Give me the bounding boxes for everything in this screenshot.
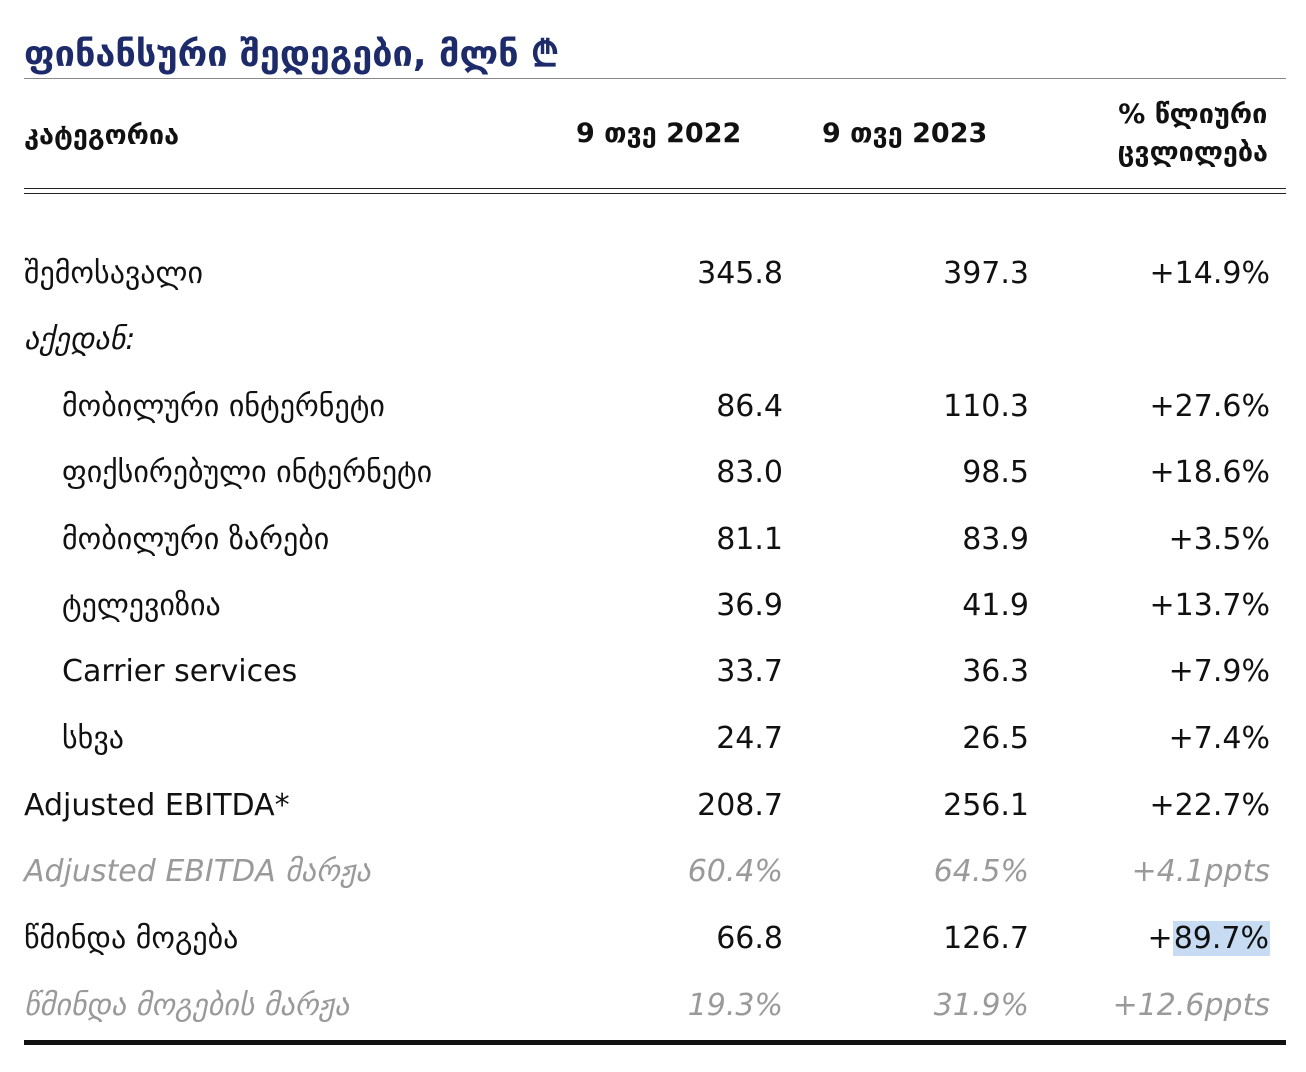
table-row-net-profit: წმინდა მოგება 66.8 126.7 +89.7% bbox=[24, 921, 1286, 977]
cell-change: +22.7% bbox=[1149, 788, 1270, 823]
header-yoy-change: % წლიური ცვლილება bbox=[1118, 96, 1268, 172]
cell-2022: 19.3% bbox=[687, 988, 783, 1023]
cell-change: +14.9% bbox=[1149, 256, 1270, 291]
cell-change: +4.1ppts bbox=[1131, 854, 1270, 889]
cell-2022: 33.7 bbox=[716, 654, 783, 689]
cell-change: +27.6% bbox=[1149, 389, 1270, 424]
cell-change: +18.6% bbox=[1149, 455, 1270, 490]
row-label: წმინდა მოგების მარჟა bbox=[24, 988, 350, 1023]
cell-2023: 31.9% bbox=[933, 988, 1029, 1023]
cell-2022: 36.9 bbox=[716, 588, 783, 623]
cell-2023: 126.7 bbox=[943, 921, 1029, 956]
row-label: აქედან: bbox=[24, 322, 136, 357]
table-row-other: სხვა 24.7 26.5 +7.4% bbox=[24, 721, 1286, 777]
cell-2023: 26.5 bbox=[962, 721, 1029, 756]
cell-2023: 36.3 bbox=[962, 654, 1029, 689]
header-yoy-line1: % წლიური bbox=[1118, 99, 1268, 130]
table-row-revenue: შემოსავალი 345.8 397.3 +14.9% bbox=[24, 256, 1286, 312]
table-row-adjusted-ebitda: Adjusted EBITDA* 208.7 256.1 +22.7% bbox=[24, 788, 1286, 844]
selected-text[interactable]: 89.7% bbox=[1172, 921, 1270, 956]
cell-2022: 83.0 bbox=[716, 455, 783, 490]
header-divider-top bbox=[24, 188, 1286, 189]
cell-2023: 256.1 bbox=[943, 788, 1029, 823]
row-label: მობილური ზარები bbox=[62, 522, 330, 557]
cell-2022: 24.7 bbox=[716, 721, 783, 756]
change-sign: + bbox=[1147, 921, 1173, 956]
row-label: Carrier services bbox=[62, 654, 298, 689]
row-label: ტელევიზია bbox=[62, 588, 221, 623]
table-row-net-margin: წმინდა მოგების მარჟა 19.3% 31.9% +12.6pp… bbox=[24, 988, 1286, 1044]
header-divider-bottom bbox=[24, 193, 1286, 194]
cell-2023: 83.9 bbox=[962, 522, 1029, 557]
cell-2022: 86.4 bbox=[716, 389, 783, 424]
table-bottom-border bbox=[24, 1040, 1286, 1045]
header-category: კატეგორია bbox=[24, 120, 180, 151]
table-row-carrier-services: Carrier services 33.7 36.3 +7.9% bbox=[24, 654, 1286, 710]
cell-2022: 60.4% bbox=[687, 854, 783, 889]
cell-2022: 345.8 bbox=[697, 256, 783, 291]
table-row-of-which: აქედან: bbox=[24, 322, 1286, 378]
row-label: შემოსავალი bbox=[24, 256, 204, 291]
cell-2022: 66.8 bbox=[716, 921, 783, 956]
table-row-fixed-internet: ფიქსირებული ინტერნეტი 83.0 98.5 +18.6% bbox=[24, 455, 1286, 511]
row-label: ფიქსირებული ინტერნეტი bbox=[62, 455, 433, 490]
cell-2023: 110.3 bbox=[943, 389, 1029, 424]
cell-change: +7.9% bbox=[1168, 654, 1270, 689]
table-row-mobile-internet: მობილური ინტერნეტი 86.4 110.3 +27.6% bbox=[24, 389, 1286, 445]
cell-change: +7.4% bbox=[1168, 721, 1270, 756]
cell-2023: 41.9 bbox=[962, 588, 1029, 623]
page-title: ფინანსური შედეგები, მლნ ₾ bbox=[24, 34, 559, 75]
cell-change: +12.6ppts bbox=[1112, 988, 1270, 1023]
header-9m-2023: 9 თვე 2023 bbox=[822, 118, 988, 149]
cell-change: +89.7% bbox=[1148, 921, 1270, 956]
table-row-mobile-calls: მობილური ზარები 81.1 83.9 +3.5% bbox=[24, 522, 1286, 578]
header-9m-2022: 9 თვე 2022 bbox=[576, 118, 742, 149]
cell-2022: 208.7 bbox=[697, 788, 783, 823]
cell-2022: 81.1 bbox=[716, 522, 783, 557]
cell-2023: 98.5 bbox=[962, 455, 1029, 490]
row-label: Adjusted EBITDA* bbox=[24, 788, 290, 823]
table-row-ebitda-margin: Adjusted EBITDA მარჟა 60.4% 64.5% +4.1pp… bbox=[24, 854, 1286, 910]
title-divider bbox=[24, 78, 1286, 79]
table-row-television: ტელევიზია 36.9 41.9 +13.7% bbox=[24, 588, 1286, 644]
row-label: წმინდა მოგება bbox=[24, 921, 239, 956]
cell-2023: 64.5% bbox=[933, 854, 1029, 889]
row-label: სხვა bbox=[62, 721, 124, 756]
row-label: მობილური ინტერნეტი bbox=[62, 389, 385, 424]
row-label: Adjusted EBITDA მარჟა bbox=[24, 854, 371, 889]
cell-change: +13.7% bbox=[1149, 588, 1270, 623]
cell-2023: 397.3 bbox=[943, 256, 1029, 291]
header-yoy-line2: ცვლილება bbox=[1117, 137, 1268, 168]
cell-change: +3.5% bbox=[1168, 522, 1270, 557]
